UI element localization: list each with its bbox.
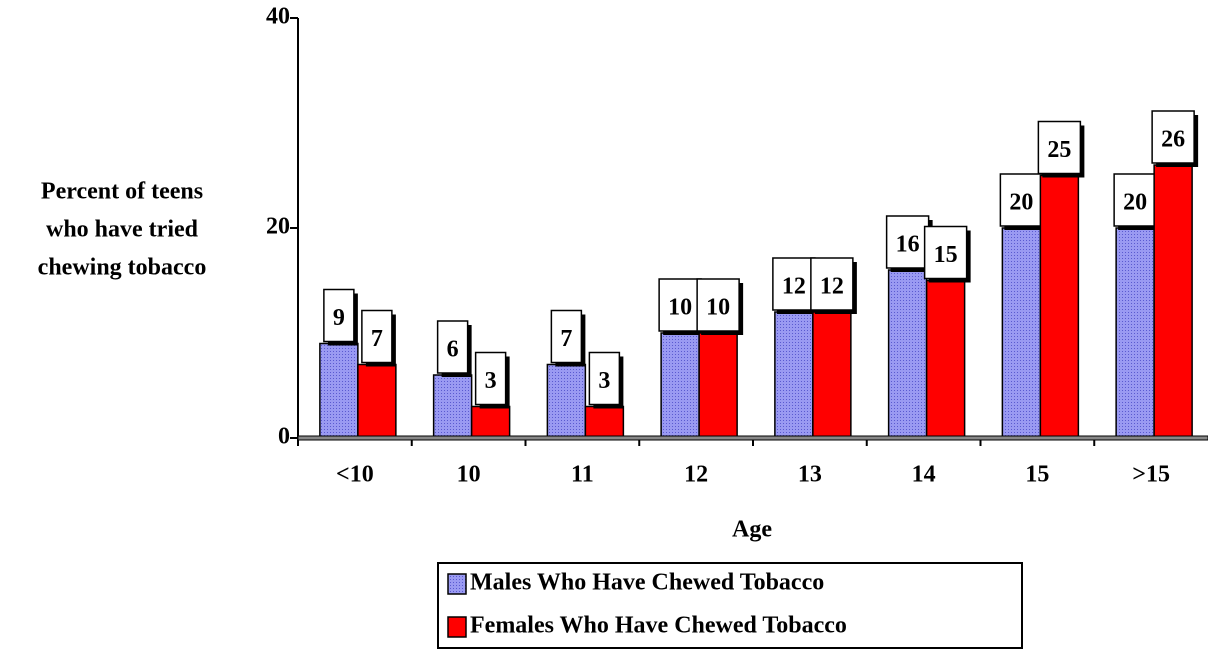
bar xyxy=(1001,227,1042,439)
bar xyxy=(319,342,359,439)
bar xyxy=(925,279,966,439)
x-tick-label: 15 xyxy=(1025,462,1049,488)
data-label: 10 xyxy=(668,295,692,321)
label-box xyxy=(1151,110,1195,164)
bar xyxy=(546,363,587,439)
legend-swatch xyxy=(447,616,467,638)
y-axis-label: Percent of teens xyxy=(41,179,203,205)
bar xyxy=(1039,174,1080,439)
baseline xyxy=(297,435,1208,441)
label-box xyxy=(1113,173,1157,227)
bar xyxy=(432,374,473,439)
legend-swatch xyxy=(447,573,467,595)
data-label: 26 xyxy=(1161,127,1185,153)
bar xyxy=(698,332,738,439)
label-box xyxy=(885,215,930,269)
label-box xyxy=(588,351,621,406)
data-label: 20 xyxy=(1009,190,1033,216)
data-label: 20 xyxy=(1123,190,1147,216)
data-label: 25 xyxy=(1047,137,1071,163)
label-box xyxy=(658,278,702,332)
label-box xyxy=(550,309,583,364)
bar xyxy=(887,269,928,439)
data-label: 7 xyxy=(560,326,572,352)
data-label: 12 xyxy=(782,274,806,300)
bar xyxy=(660,332,700,439)
y-tick-label: 40 xyxy=(266,4,290,30)
data-label: 15 xyxy=(934,242,958,268)
x-tick-label: 13 xyxy=(798,462,822,488)
label-box xyxy=(323,288,355,343)
label-box xyxy=(474,351,507,406)
legend-label: Females Who Have Chewed Tobacco xyxy=(470,613,847,639)
x-tick-label: >15 xyxy=(1132,462,1170,488)
bar xyxy=(774,311,814,439)
data-label: 9 xyxy=(333,305,345,331)
bar xyxy=(1115,227,1155,439)
y-tick-label: 0 xyxy=(278,424,290,450)
bar xyxy=(357,363,397,439)
label-box xyxy=(999,173,1044,227)
label-box xyxy=(772,257,816,311)
data-label: 3 xyxy=(485,368,497,394)
label-box xyxy=(696,278,740,332)
label-box xyxy=(1037,120,1082,175)
y-axis-label: chewing tobacco xyxy=(38,255,207,281)
bar xyxy=(812,311,852,439)
y-tick-label: 20 xyxy=(266,214,290,240)
x-tick-label: 12 xyxy=(684,462,708,488)
bar xyxy=(1153,164,1193,439)
label-box xyxy=(436,320,469,374)
x-tick-label: <10 xyxy=(336,462,374,488)
x-axis-label: Age xyxy=(732,517,772,543)
label-box xyxy=(810,257,854,311)
data-label: 16 xyxy=(896,232,920,258)
x-tick-label: 11 xyxy=(571,462,594,488)
bar xyxy=(584,405,625,439)
legend-label: Males Who Have Chewed Tobacco xyxy=(470,570,824,596)
label-box xyxy=(361,309,393,364)
bar xyxy=(470,405,511,439)
data-label: 10 xyxy=(706,295,730,321)
data-label: 12 xyxy=(820,274,844,300)
y-axis-label: who have tried xyxy=(46,217,199,243)
x-tick-label: 10 xyxy=(457,462,481,488)
legend-box xyxy=(437,562,1023,649)
data-label: 7 xyxy=(371,326,383,352)
x-tick-label: 14 xyxy=(912,462,936,488)
data-label: 3 xyxy=(598,368,610,394)
label-box xyxy=(923,225,968,280)
data-label: 6 xyxy=(447,337,459,363)
